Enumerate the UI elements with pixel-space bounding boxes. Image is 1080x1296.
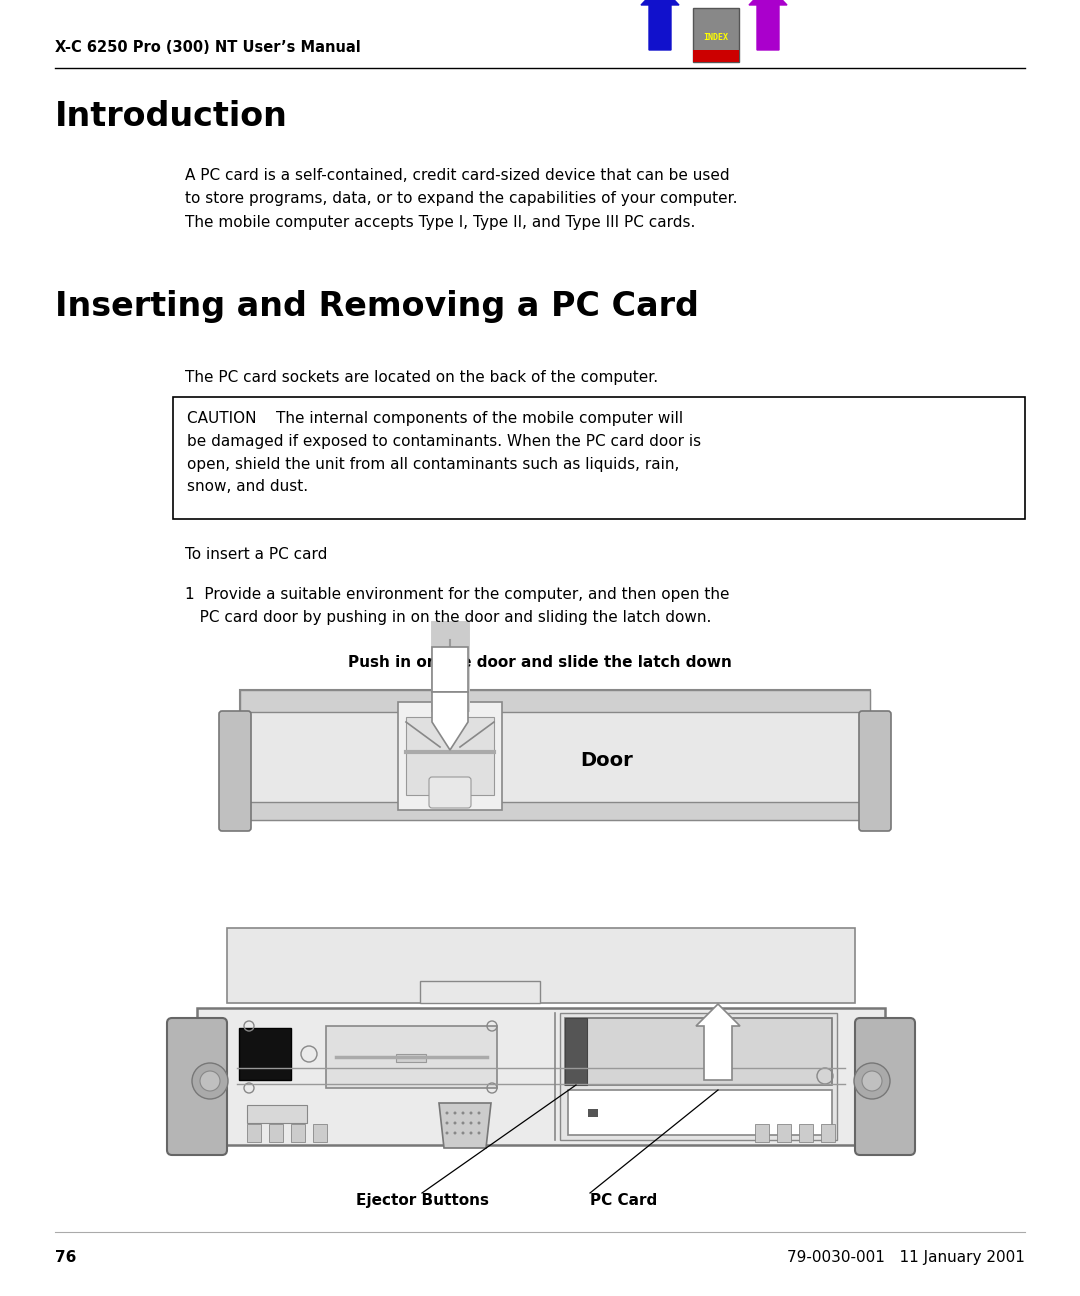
Bar	[173, 397, 1025, 518]
Bar	[399, 702, 502, 810]
Bar	[432, 647, 468, 692]
FancyBboxPatch shape	[859, 712, 891, 831]
Circle shape	[461, 1131, 464, 1134]
Bar	[406, 717, 494, 794]
Circle shape	[461, 1112, 464, 1115]
Bar	[693, 51, 739, 62]
FancyBboxPatch shape	[219, 712, 251, 831]
Bar	[247, 1124, 261, 1142]
Text: Introduction: Introduction	[55, 100, 288, 133]
Circle shape	[470, 1112, 473, 1115]
FancyArrow shape	[750, 0, 787, 51]
Bar	[799, 1124, 813, 1142]
Circle shape	[454, 1131, 457, 1134]
Bar	[565, 1017, 588, 1085]
Text: Door: Door	[580, 750, 633, 770]
Text: X-C 6250 Pro (300) NT User’s Manual: X-C 6250 Pro (300) NT User’s Manual	[55, 40, 361, 56]
Circle shape	[461, 1121, 464, 1125]
Text: 76: 76	[55, 1251, 77, 1265]
Circle shape	[446, 1131, 448, 1134]
Bar	[755, 1124, 769, 1142]
Bar	[240, 689, 870, 820]
Circle shape	[446, 1121, 448, 1125]
Bar	[693, 8, 739, 62]
Text: Ejector Buttons: Ejector Buttons	[355, 1194, 488, 1208]
Bar	[240, 802, 870, 820]
Text: The PC card sockets are located on the back of the computer.: The PC card sockets are located on the b…	[185, 369, 658, 385]
Bar	[440, 1017, 519, 1025]
Text: PC Card: PC Card	[590, 1194, 658, 1208]
Bar	[291, 1124, 305, 1142]
Bar	[396, 1054, 426, 1061]
Circle shape	[470, 1131, 473, 1134]
Bar	[565, 1017, 832, 1085]
Text: 79-0030-001   11 January 2001: 79-0030-001 11 January 2001	[787, 1251, 1025, 1265]
Bar	[247, 1105, 307, 1124]
Bar	[197, 1008, 885, 1144]
Bar	[821, 1124, 835, 1142]
Bar	[588, 1109, 598, 1117]
FancyBboxPatch shape	[167, 1017, 227, 1155]
FancyBboxPatch shape	[429, 778, 471, 807]
Text: INDEX: INDEX	[703, 34, 729, 43]
Text: Push in on the door and slide the latch down: Push in on the door and slide the latch …	[348, 654, 732, 670]
Circle shape	[854, 1063, 890, 1099]
Circle shape	[454, 1112, 457, 1115]
Circle shape	[200, 1070, 220, 1091]
Circle shape	[454, 1121, 457, 1125]
FancyBboxPatch shape	[855, 1017, 915, 1155]
Text: CAUTION    The internal components of the mobile computer will
be damaged if exp: CAUTION The internal components of the m…	[187, 411, 701, 494]
Text: Inserting and Removing a PC Card: Inserting and Removing a PC Card	[55, 290, 699, 323]
Text: To insert a PC card: To insert a PC card	[185, 547, 327, 562]
Bar	[240, 689, 870, 712]
Circle shape	[862, 1070, 882, 1091]
Bar	[777, 1124, 791, 1142]
Text: 1  Provide a suitable environment for the computer, and then open the
   PC card: 1 Provide a suitable environment for the…	[185, 587, 729, 626]
Bar	[568, 1090, 832, 1135]
Circle shape	[192, 1063, 228, 1099]
Bar	[239, 1028, 291, 1080]
FancyArrow shape	[696, 1004, 740, 1080]
Circle shape	[470, 1121, 473, 1125]
Bar	[227, 928, 855, 1003]
Bar	[561, 1013, 837, 1140]
Circle shape	[477, 1121, 481, 1125]
FancyArrow shape	[432, 692, 468, 750]
Polygon shape	[438, 1103, 491, 1148]
Bar	[420, 981, 540, 1003]
Bar	[269, 1124, 283, 1142]
Circle shape	[446, 1112, 448, 1115]
Text: A PC card is a self-contained, credit card-sized device that can be used
to stor: A PC card is a self-contained, credit ca…	[185, 168, 738, 229]
FancyArrow shape	[642, 0, 679, 51]
Circle shape	[477, 1131, 481, 1134]
Circle shape	[477, 1112, 481, 1115]
Bar	[326, 1026, 497, 1089]
Bar	[313, 1124, 327, 1142]
